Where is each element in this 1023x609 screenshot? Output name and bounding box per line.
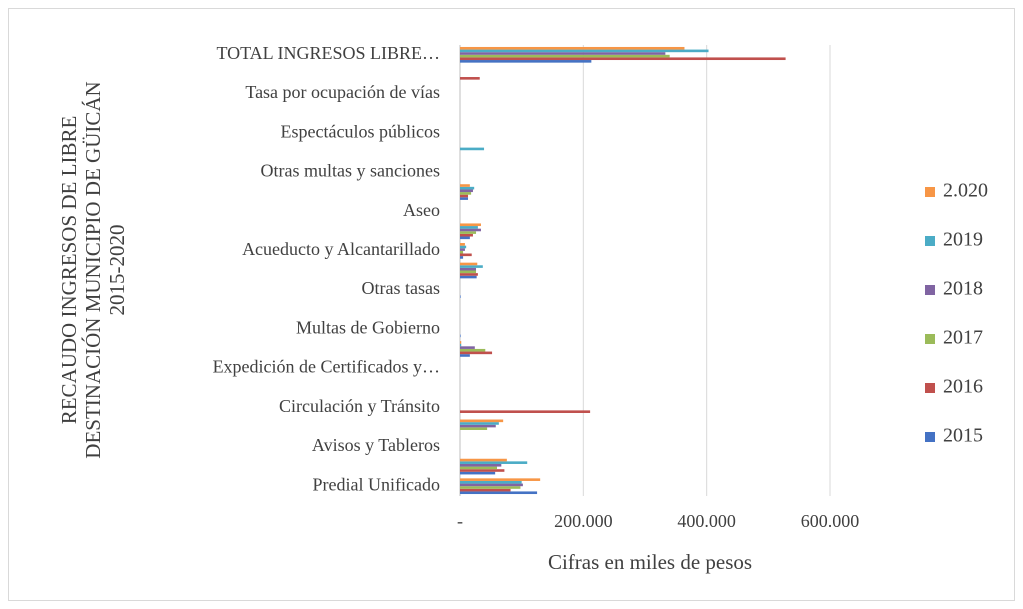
- bar: [460, 466, 497, 470]
- bar: [460, 60, 592, 63]
- x-tick-label: -: [457, 511, 463, 531]
- legend-swatch: [925, 334, 935, 344]
- bar: [460, 186, 475, 190]
- legend-label: 2017: [943, 327, 983, 349]
- legend-label: 2016: [943, 376, 983, 398]
- y-axis-title: RECAUDO INGRESOS DE LIBREDESTINACIÓN MUN…: [57, 81, 129, 458]
- y-tick-label: Tasa por ocupación de vías: [245, 82, 440, 102]
- x-tick-label: 600.000: [801, 511, 860, 531]
- x-axis-title: Cifras en miles de pesos: [548, 550, 752, 574]
- bar: [460, 147, 485, 151]
- legend-label: 2.020: [943, 180, 988, 202]
- y-tick-label: Otras multas y sanciones: [261, 161, 440, 181]
- bar: [460, 424, 496, 428]
- bar: [460, 52, 666, 55]
- y-tick-label: Avisos y Tableros: [312, 435, 440, 455]
- bar: [460, 256, 464, 259]
- y-tick-label: TOTAL INGRESOS LIBRE…: [216, 43, 440, 63]
- bar: [460, 427, 488, 430]
- legend-swatch: [925, 187, 935, 197]
- bar: [460, 334, 461, 338]
- bar: [460, 49, 709, 53]
- bar: [460, 236, 470, 240]
- legend-swatch: [925, 432, 935, 442]
- bar: [460, 488, 511, 492]
- chart-frame: [8, 8, 1015, 601]
- bar: [460, 253, 472, 257]
- bar: [460, 265, 483, 268]
- bar: [460, 478, 541, 481]
- y-tick-label: Aseo: [403, 200, 440, 220]
- y-tick-label: Expedición de Certificados y…: [213, 357, 440, 377]
- legend-swatch: [925, 383, 935, 393]
- bar: [460, 226, 478, 229]
- bar: [460, 480, 522, 484]
- bar: [460, 223, 481, 227]
- legend-label: 2018: [943, 278, 983, 300]
- bar: [460, 233, 473, 237]
- bar: [460, 192, 472, 195]
- bar: [460, 471, 496, 475]
- y-tick-label: Otras tasas: [362, 278, 440, 298]
- legend-swatch: [925, 236, 935, 246]
- bar: [460, 245, 467, 249]
- bar: [460, 243, 465, 246]
- bar: [460, 262, 478, 266]
- bar: [460, 343, 462, 347]
- bar: [460, 461, 528, 464]
- x-tick-label: 200.000: [554, 511, 613, 531]
- bar: [460, 77, 480, 80]
- bar: [460, 346, 475, 349]
- legend-label: 2019: [943, 229, 983, 251]
- bar: [460, 410, 591, 413]
- y-tick-label: Espectáculos públicos: [281, 121, 440, 141]
- legend-label: 2015: [943, 425, 983, 447]
- bar: [460, 463, 502, 467]
- y-tick-label: Circulación y Tránsito: [279, 396, 440, 416]
- bar: [460, 228, 481, 232]
- bar: [460, 341, 462, 344]
- bar: [460, 184, 470, 187]
- bar: [460, 486, 521, 489]
- bar: [460, 54, 670, 58]
- bar: [460, 197, 469, 200]
- bar: [460, 295, 461, 298]
- bar: [460, 46, 685, 50]
- bar: [460, 354, 470, 357]
- bar: [460, 273, 478, 276]
- bar: [460, 491, 538, 495]
- y-tick-label: Acueducto y Alcantarillado: [242, 239, 440, 259]
- bar: [460, 267, 477, 271]
- y-tick-label: Predial Unificado: [313, 474, 440, 494]
- bar: [460, 458, 507, 462]
- bar: [460, 231, 477, 234]
- bar: [460, 248, 465, 251]
- x-tick-label: 400.000: [677, 511, 736, 531]
- bar: [460, 419, 504, 423]
- bar: [460, 469, 505, 472]
- bar: [460, 275, 477, 279]
- bar: [460, 483, 523, 487]
- bar: [460, 270, 477, 274]
- bar: [460, 422, 499, 425]
- y-tick-label: Multas de Gobierno: [296, 317, 440, 337]
- bar: [460, 189, 473, 193]
- bar: [460, 194, 469, 198]
- bar: [460, 57, 786, 61]
- bar: [460, 351, 493, 355]
- legend-swatch: [925, 285, 935, 295]
- bar: [460, 250, 464, 254]
- bar: [460, 348, 486, 352]
